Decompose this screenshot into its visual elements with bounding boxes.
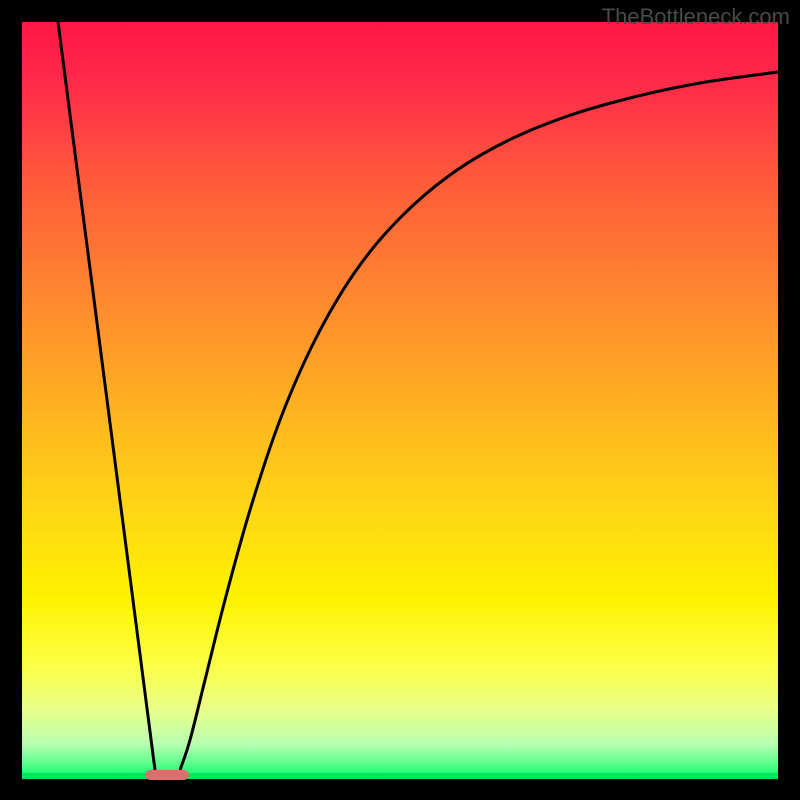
sweet-spot-marker — [145, 770, 189, 780]
baseline — [22, 773, 778, 779]
bottleneck-chart: TheBottleneck.com — [0, 0, 800, 800]
watermark-text: TheBottleneck.com — [602, 4, 790, 30]
chart-svg — [0, 0, 800, 800]
gradient-background — [22, 22, 778, 778]
